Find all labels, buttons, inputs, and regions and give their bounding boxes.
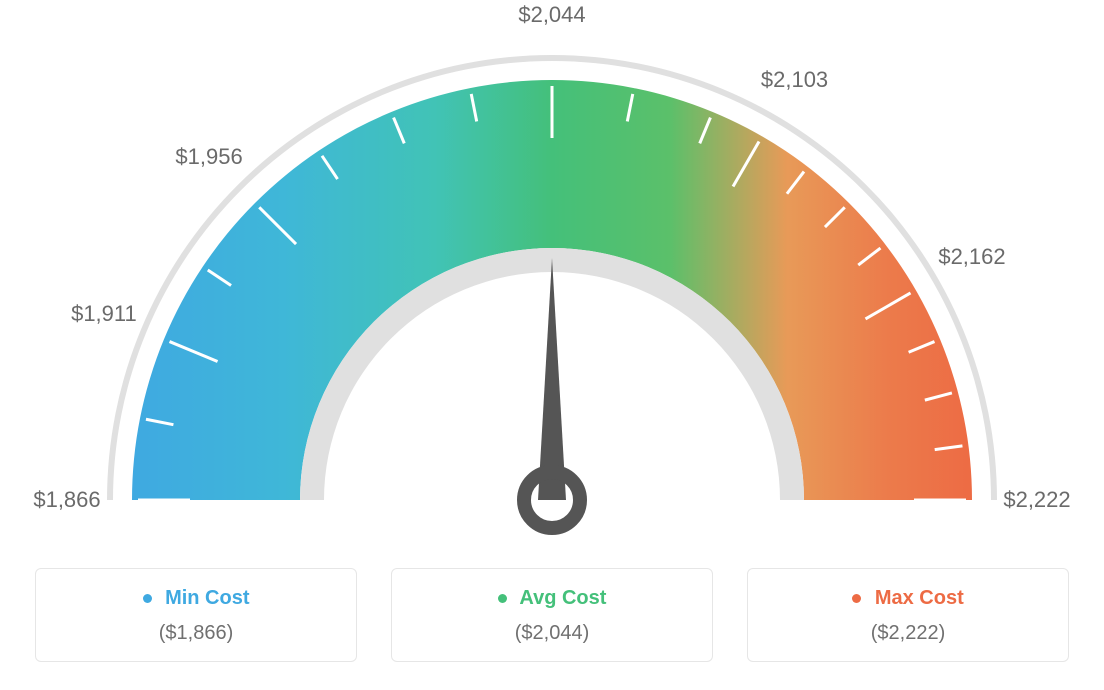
legend-card-min: Min Cost ($1,866): [35, 568, 357, 662]
legend-value-max: ($2,222): [758, 622, 1058, 645]
dot-icon: [852, 594, 861, 603]
legend-title-avg: Avg Cost: [402, 587, 702, 610]
gauge-tick-label: $2,222: [1003, 487, 1070, 513]
gauge-tick-label: $1,956: [175, 144, 242, 170]
gauge-tick-label: $2,162: [938, 244, 1005, 270]
legend-title-text: Avg Cost: [519, 587, 606, 609]
legend-title-text: Min Cost: [165, 587, 249, 609]
gauge-tick-label: $2,103: [761, 67, 828, 93]
gauge-tick-label: $2,044: [518, 2, 585, 28]
legend-value-avg: ($2,044): [402, 622, 702, 645]
legend-row: Min Cost ($1,866) Avg Cost ($2,044) Max …: [0, 568, 1104, 662]
legend-card-max: Max Cost ($2,222): [747, 568, 1069, 662]
legend-card-avg: Avg Cost ($2,044): [391, 568, 713, 662]
gauge-tick-label: $1,866: [33, 487, 100, 513]
dot-icon: [498, 594, 507, 603]
legend-title-max: Max Cost: [758, 587, 1058, 610]
dot-icon: [143, 594, 152, 603]
gauge-area: $1,866 $1,911 $1,956 $2,044 $2,103 $2,162 $2,2…: [0, 0, 1104, 540]
legend-title-text: Max Cost: [875, 587, 964, 609]
legend-title-min: Min Cost: [46, 587, 346, 610]
gauge-svg: [0, 0, 1104, 560]
legend-value-min: ($1,866): [46, 622, 346, 645]
gauge-tick-label: $1,911: [71, 301, 137, 327]
gauge-chart-container: $1,866 $1,911 $1,956 $2,044 $2,103 $2,162 $2,2…: [0, 0, 1104, 690]
